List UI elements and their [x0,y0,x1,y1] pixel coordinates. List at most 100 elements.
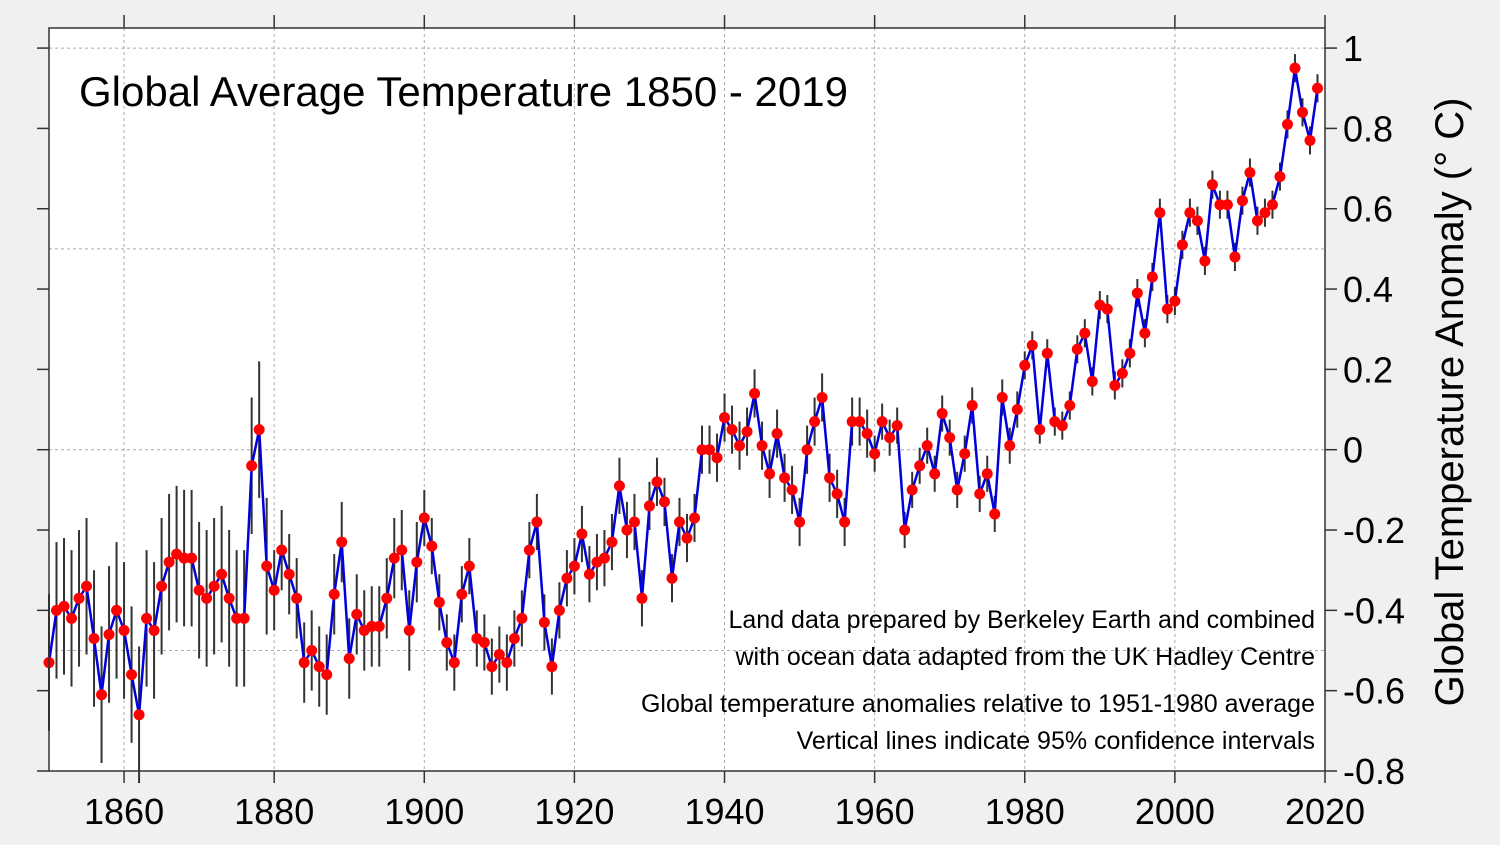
data-point [388,552,400,564]
data-point [1041,347,1053,359]
data-point [749,387,761,399]
data-point [914,460,926,472]
data-point [1221,199,1233,211]
data-point [1026,339,1038,351]
data-point [156,580,168,592]
data-point [651,476,663,488]
annotation-line-2: with ocean data adapted from the UK Hadl… [734,643,1315,671]
data-point [824,472,836,484]
data-point [441,636,453,648]
data-point [1034,424,1046,436]
data-point [801,444,813,456]
data-point [238,612,250,624]
x-tick-label: 1980 [985,791,1065,832]
data-point [148,624,160,636]
data-point [546,661,558,673]
data-point [493,649,505,661]
data-point [186,552,198,564]
data-point [1071,343,1083,355]
annotation-line-3: Global temperature anomalies relative to… [641,690,1315,718]
chart-title: Global Average Temperature 1850 - 2019 [79,68,848,115]
data-point [756,440,768,452]
data-point [779,472,791,484]
data-point [201,592,213,604]
data-point [1011,404,1023,416]
data-point [959,448,971,460]
data-point [831,488,843,500]
data-point [126,669,138,681]
axis-ticks [37,15,1337,783]
data-point [1289,62,1301,74]
data-point [771,428,783,440]
data-point [141,612,153,624]
data-point [1154,207,1166,219]
plot-area [49,28,1325,771]
data-point [118,624,130,636]
data-point [411,556,423,568]
data-point [726,424,738,436]
data-point [666,572,678,584]
data-point [1274,171,1286,183]
data-point [531,516,543,528]
data-point [276,544,288,556]
data-point [906,484,918,496]
data-point [921,440,933,452]
data-point [929,468,941,480]
data-point [1304,134,1316,146]
y-tick-label: 0.8 [1343,108,1393,149]
annotation-line-4: Vertical lines indicate 95% confidence i… [797,727,1315,755]
data-point [981,468,993,480]
data-point [1296,106,1308,118]
data-point [538,616,550,628]
data-point [1161,303,1173,315]
data-point [73,592,85,604]
data-point [1079,327,1091,339]
data-point [523,544,535,556]
y-axis-label: Global Temperature Anomaly (° C) [1428,98,1472,707]
data-point [1281,118,1293,130]
data-point [261,560,273,572]
data-point [193,584,205,596]
data-point [711,452,723,464]
data-point [576,528,588,540]
data-point [336,536,348,548]
data-point [1131,287,1143,299]
data-point [456,588,468,600]
data-point [839,516,851,528]
x-tick-label: 1860 [84,791,164,832]
data-point [1191,215,1203,227]
y-tick-label: 0 [1343,430,1363,471]
data-point [658,496,670,508]
data-point [621,524,633,536]
x-tick-label: 2000 [1135,791,1215,832]
data-point [876,416,888,428]
data-point [613,480,625,492]
data-point [223,592,235,604]
data-point [1019,359,1031,371]
data-point [373,620,385,632]
data-point [561,572,573,584]
data-point [351,608,363,620]
data-point [1184,207,1196,219]
data-point [689,512,701,524]
annotation-line-1: Land data prepared by Berkeley Earth and… [729,606,1316,634]
data-point [208,580,220,592]
data-point [966,400,978,412]
data-point [88,632,100,644]
y-tick-label: 0.2 [1343,349,1393,390]
data-point [328,588,340,600]
data-point [418,512,430,524]
data-point [636,592,648,604]
data-point [516,612,528,624]
data-point [163,556,175,568]
data-point [1206,179,1218,191]
y-tick-label: 0.6 [1343,189,1393,230]
data-point [291,592,303,604]
y-tick-label: -0.4 [1343,590,1405,631]
data-point [951,484,963,496]
data-point [253,424,265,436]
data-point [1004,440,1016,452]
data-point [861,428,873,440]
data-point [628,516,640,528]
